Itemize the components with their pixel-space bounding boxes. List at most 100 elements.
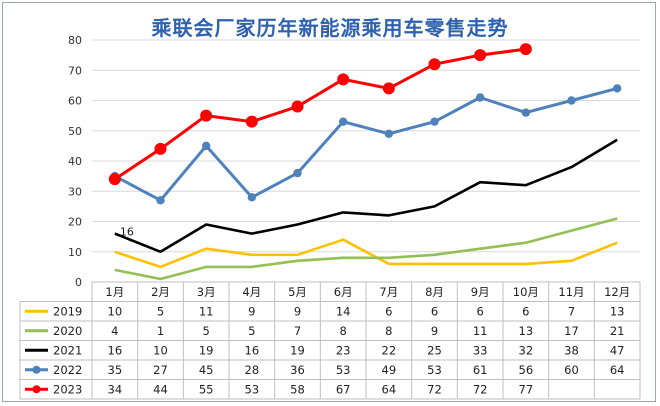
legend-label-2023: 2023 (53, 382, 82, 396)
table-cell: 5 (203, 324, 210, 338)
table-cell: 9 (294, 304, 301, 318)
x-tick-label: 6月 (334, 285, 353, 299)
table-cell: 19 (290, 343, 305, 357)
series-line-2021 (114, 138, 618, 254)
table-cell: 58 (290, 382, 305, 396)
legend-label-2020: 2020 (53, 324, 82, 338)
table-cell: 22 (382, 343, 397, 357)
table-cell: 5 (157, 304, 164, 318)
x-tick-label: 1月 (105, 285, 124, 299)
table-cell: 19 (199, 343, 214, 357)
table-cell: 11 (199, 304, 214, 318)
table-cell: 6 (477, 304, 484, 318)
table-cell: 25 (427, 343, 442, 357)
table-cell: 53 (245, 382, 260, 396)
table-cell: 38 (564, 343, 579, 357)
table-cell: 6 (431, 304, 438, 318)
data-point-2022 (612, 84, 622, 93)
y-tick-label: 80 (68, 34, 82, 47)
table-cell: 64 (610, 363, 625, 377)
data-point-2023 (337, 73, 350, 86)
series-line-2023 (113, 47, 526, 181)
table-cell: 55 (199, 382, 214, 396)
y-tick-label: 60 (68, 95, 82, 108)
table-cell: 49 (382, 363, 397, 377)
y-tick-label: 10 (68, 246, 82, 259)
table-cell: 27 (153, 363, 168, 377)
data-point-2023 (474, 49, 487, 62)
table-cell: 5 (248, 324, 255, 338)
data-point-2022 (247, 193, 257, 202)
table-cell: 8 (385, 324, 392, 338)
series-line-2022 (114, 86, 618, 202)
table-cell: 34 (108, 382, 123, 396)
table-cell: 14 (336, 304, 351, 318)
data-point-2022 (430, 117, 439, 126)
table-cell: 16 (108, 343, 123, 357)
table-cell: 36 (290, 363, 305, 377)
table-cell: 53 (427, 363, 442, 377)
table-cell: 11 (473, 324, 488, 338)
table-cell: 9 (248, 304, 255, 318)
data-point-2023 (108, 173, 121, 186)
table-cell: 28 (245, 363, 260, 377)
data-point-2022 (567, 96, 576, 105)
legend-label-2019: 2019 (53, 304, 82, 318)
legend-label-2021: 2021 (53, 343, 82, 357)
data-point-2022 (521, 108, 531, 117)
y-tick-label: 30 (68, 185, 82, 198)
x-tick-label: 4月 (242, 285, 261, 299)
data-point-2022 (475, 93, 485, 102)
data-point-2023 (245, 115, 258, 128)
table-cell: 45 (199, 363, 214, 377)
x-tick-label: 10月 (513, 285, 539, 299)
x-tick-label: 5月 (288, 285, 307, 299)
y-tick-label: 20 (68, 216, 82, 229)
data-point-2023 (154, 142, 167, 155)
table-cell: 33 (473, 343, 488, 357)
table-cell: 13 (519, 324, 534, 338)
legend-label-2022: 2022 (53, 363, 82, 377)
table-cell: 4 (111, 324, 118, 338)
x-tick-label: 7月 (379, 285, 398, 299)
table-cell: 77 (519, 382, 534, 396)
table-cell: 9 (431, 324, 438, 338)
data-point-2023 (200, 109, 213, 122)
data-point-2022 (384, 129, 394, 138)
y-tick-label: 0 (75, 276, 82, 289)
table-cell: 44 (153, 382, 168, 396)
table-cell: 10 (108, 304, 123, 318)
table-cell: 60 (564, 363, 579, 377)
table-cell: 13 (610, 304, 625, 318)
data-point-2022 (338, 117, 348, 126)
x-tick-label: 11月 (558, 285, 584, 299)
chart-title: 乘联会厂家历年新能源乘用车零售走势 (151, 16, 509, 40)
table-cell: 61 (473, 363, 488, 377)
table-cell: 64 (382, 382, 397, 396)
table-cell: 7 (568, 304, 575, 318)
x-tick-label: 8月 (425, 285, 444, 299)
table-cell: 7 (294, 324, 301, 338)
data-point-2022 (156, 196, 165, 205)
data-point-2022 (201, 141, 211, 151)
table-cell: 56 (519, 363, 534, 377)
table-cell: 8 (340, 324, 347, 338)
data-point-2023 (382, 82, 395, 95)
y-tick-label: 70 (68, 64, 82, 77)
table-cell: 72 (427, 382, 442, 396)
table-cell: 23 (336, 343, 351, 357)
table-cell: 16 (245, 343, 260, 357)
data-point-2023 (291, 100, 304, 113)
legend-marker-2023 (32, 385, 41, 394)
y-tick-label: 40 (68, 155, 82, 168)
x-tick-label: 12月 (604, 285, 630, 299)
table-cell: 6 (385, 304, 392, 318)
table-cell: 72 (473, 382, 488, 396)
legend-marker-2022 (32, 365, 41, 374)
table-cell: 10 (153, 343, 168, 357)
data-point-2023 (428, 58, 441, 71)
series-line-2020 (114, 217, 618, 281)
data-point-2023 (519, 43, 532, 56)
x-tick-label: 2月 (151, 285, 170, 299)
